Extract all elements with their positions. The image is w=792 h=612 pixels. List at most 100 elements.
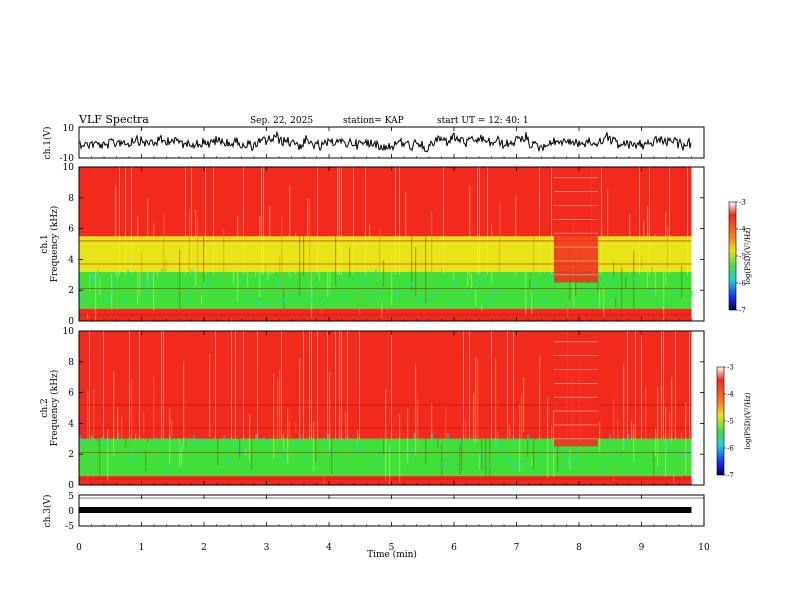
spectrogram-speckle — [243, 276, 245, 283]
spectrogram-streak — [87, 390, 89, 480]
spectrogram-streak — [391, 331, 392, 439]
spectrogram-speckle — [223, 435, 225, 442]
spectrogram-speckle — [227, 458, 229, 465]
spectrogram-streak — [261, 167, 262, 275]
spectrogram-speckle — [411, 279, 413, 287]
spectrogram-streak — [161, 331, 162, 439]
spectrogram-speckle — [357, 443, 359, 450]
spectrogram-streak — [551, 425, 553, 441]
spectrogram-streak — [289, 185, 291, 277]
spectrogram-speckle — [613, 454, 615, 462]
spectrogram-streak — [521, 287, 523, 289]
ch1-ytick-bottom: -10 — [60, 154, 75, 164]
spectrogram-streak — [395, 167, 396, 275]
spectrogram-streak — [379, 228, 381, 295]
colorbar-tick-label: -5 — [739, 253, 746, 261]
spectrogram-speckle — [575, 455, 577, 462]
spectrogram-streak — [147, 198, 149, 288]
spectrogram-streak — [163, 331, 164, 439]
spectrogram-speckle — [127, 457, 129, 464]
spectrogram-streak — [473, 392, 475, 442]
spectrogram-speckle — [195, 439, 197, 446]
spectrogram-speckle — [161, 268, 163, 275]
spectrogram-streak — [687, 167, 688, 275]
spectrogram-speckle — [277, 282, 279, 289]
spectrogram-streak — [681, 265, 683, 299]
spectrogram-streak — [459, 443, 461, 476]
spectrogram-speckle — [263, 437, 265, 444]
spectrogram-streak — [181, 444, 183, 466]
spectrogram-speckle — [683, 453, 685, 460]
spectrogram-streak — [553, 410, 555, 478]
spectrogram-speckle — [191, 268, 193, 275]
spectrogram-streak — [557, 446, 559, 472]
spectrogram-speckle — [499, 287, 501, 295]
spectrogram-streak — [189, 209, 191, 279]
spectrogram-speckle — [397, 289, 399, 296]
spectrogram-streak — [99, 277, 101, 296]
x-tick-label: 4 — [326, 543, 332, 553]
spectrogram-streak — [259, 215, 261, 298]
spectrogram-streak — [507, 331, 508, 439]
spectrogram-speckle — [293, 292, 295, 299]
x-tick-label: 5 — [389, 543, 395, 553]
spectrogram-speckle — [569, 453, 571, 460]
spectrogram-streak — [669, 412, 671, 445]
spectrogram-speckle — [431, 293, 433, 300]
spectrogram-streak — [303, 187, 305, 277]
spectrogram-streak — [309, 199, 311, 289]
spectrogram-streak — [179, 438, 181, 468]
spectrogram-speckle — [553, 445, 555, 453]
spectrogram-speckle — [627, 434, 629, 441]
spectrogram-streak — [671, 377, 673, 442]
spectrogram-streak — [211, 455, 213, 466]
y-tick-label: 8 — [68, 194, 74, 204]
spectrogram-streak — [329, 372, 331, 456]
spectrogram-streak — [197, 217, 199, 306]
spectrogram-speckle — [107, 296, 109, 303]
spectrogram-streak — [411, 203, 413, 291]
spectrogram-speckle — [457, 298, 459, 305]
spectrogram-streak — [249, 414, 251, 462]
spectrogram-streak — [623, 363, 625, 450]
spectrogram-streak — [129, 331, 130, 439]
spectrogram-streak — [387, 303, 389, 311]
spectrogram-streak — [445, 407, 447, 477]
spectrogram-speckle — [185, 437, 187, 444]
spectrogram-speckle — [413, 433, 415, 440]
spectrogram-streak — [633, 424, 635, 463]
spectrogram-streak — [689, 331, 690, 439]
spectrogram-streak — [531, 291, 533, 315]
spectrogram-speckle — [259, 302, 261, 309]
spectrogram-streak — [311, 331, 312, 439]
spectrogram-streak — [381, 302, 383, 318]
spectrogram-speckle — [623, 440, 625, 447]
spectrogram-speckle — [527, 434, 529, 441]
spectrogram-speckle — [341, 441, 343, 448]
spectrogram-streak — [613, 262, 615, 277]
spectrogram-streak — [521, 394, 523, 471]
ch1-waveform-line — [79, 130, 692, 153]
spectrogram-speckle — [301, 293, 303, 300]
ch3-waveform-band — [79, 507, 692, 513]
spectrogram-streak — [337, 167, 338, 275]
spectrogram-streak — [137, 216, 139, 305]
spectrogram-streak — [407, 408, 409, 463]
spectrogram-speckle — [489, 293, 491, 300]
spectrogram-streak — [139, 254, 141, 297]
spectrogram-speckle — [371, 461, 373, 468]
spectrogram-streak — [465, 420, 467, 459]
spectrogram-speckle — [453, 279, 455, 286]
spectrogram-streak — [453, 247, 455, 283]
ch2-spectrogram-ylabel: Frequency (kHz) — [49, 370, 60, 447]
spectrogram-streak — [317, 167, 318, 275]
y-tick-label: 0 — [68, 481, 74, 491]
spectrogram-speckle — [111, 286, 113, 293]
spectrogram-streak — [425, 225, 427, 304]
spectrogram-streak — [499, 201, 501, 279]
spectrogram-streak — [681, 433, 683, 479]
spectrogram-streak — [389, 293, 391, 295]
spectrogram-streak — [279, 369, 281, 443]
spectrogram-streak — [265, 436, 267, 440]
